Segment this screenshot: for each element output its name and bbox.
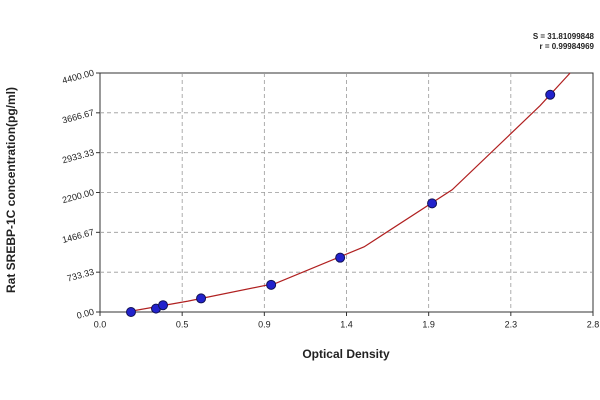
y-tick-label: 0.00 (76, 307, 96, 321)
y-tick-label: 2933.33 (61, 147, 95, 165)
point (196, 293, 207, 304)
x-tick-label: 0.9 (258, 319, 271, 329)
y-tick-label: 3666.67 (61, 107, 95, 125)
x-tick-label: 2.3 (505, 319, 518, 329)
y-axis-label: Rat SREBP-1C concentration(pg/ml) (4, 87, 18, 293)
point (125, 307, 136, 317)
x-tick-label: 0.5 (176, 319, 189, 329)
y-tick-label: 1466.67 (61, 227, 95, 245)
point (266, 279, 277, 290)
y-tick-label: 733.33 (66, 267, 95, 284)
point (158, 300, 169, 311)
point (545, 89, 556, 100)
annotation: r = 0.99984969 (540, 42, 595, 51)
x-axis-label: Optical Density (302, 347, 390, 361)
y-tick-label: 2200.00 (61, 187, 95, 205)
point (427, 198, 438, 209)
y-tick-label: 4400.00 (61, 68, 95, 86)
x-tick-label: 1.4 (340, 319, 353, 329)
point (335, 252, 346, 263)
x-tick-label: 0.0 (94, 319, 107, 329)
x-tick-label: 1.9 (422, 319, 435, 329)
fit-curve (126, 72, 571, 313)
x-tick-label: 2.8 (587, 319, 600, 329)
annotation: S = 31.81099848 (533, 32, 595, 41)
